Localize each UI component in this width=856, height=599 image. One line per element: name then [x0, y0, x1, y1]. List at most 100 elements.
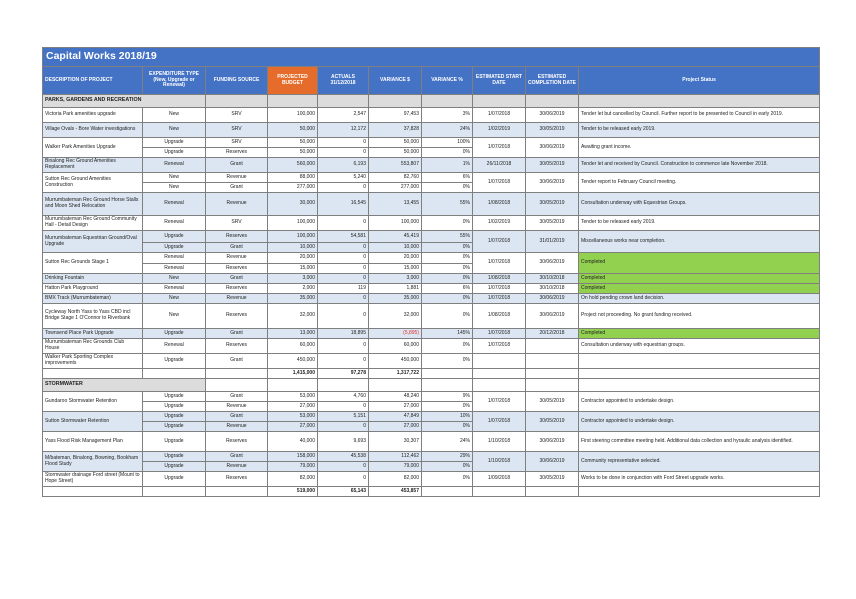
- cell-variance-dollar: 1,881: [368, 283, 422, 294]
- cell-funding-source: Reserves: [205, 283, 268, 294]
- cell-budget: 53,000: [267, 391, 318, 402]
- cell-expenditure-type: Renewal: [142, 252, 206, 264]
- cell-variance-dollar: 277,000: [368, 182, 422, 193]
- cell-expenditure-type: New: [142, 172, 206, 183]
- cell-status: Completed: [577, 252, 821, 274]
- cell-variance-pct: 0%: [421, 215, 473, 231]
- blank-cell: [421, 486, 473, 497]
- cell-variance-pct: 0%: [421, 242, 473, 253]
- cell-variance-dollar: 48,240: [368, 391, 422, 402]
- cell-completion-date: 30/10/2018: [525, 283, 579, 294]
- blank-cell: [142, 368, 206, 379]
- cell-variance-pct: 55%: [421, 192, 473, 216]
- cell-variance-dollar: 50,000: [368, 137, 422, 148]
- parks-row: BMX Track (Murrumbateman) New Revenue 35,00…: [42, 293, 821, 304]
- cell-expenditure-type: Upgrade: [142, 471, 206, 487]
- cell-completion-date: 30/06/2019: [525, 172, 579, 193]
- parks-row: Walker Park Sporting Complex improvement…: [42, 353, 821, 369]
- cell-variance-pct: 1%: [421, 157, 473, 173]
- cell-status: Contractor appointed to undertake design…: [577, 391, 821, 412]
- cell-expenditure-type: Upgrade: [142, 431, 206, 452]
- cell-variance-pct: 0%: [421, 471, 473, 487]
- cell-budget: 100,000: [267, 230, 318, 243]
- header-description: DESCRIPTION OF PROJECT: [42, 66, 143, 95]
- cell-expenditure-type: Renewal: [142, 192, 206, 216]
- cell-budget: 100,000: [267, 215, 318, 231]
- cell-expenditure-type: Upgrade: [142, 411, 206, 422]
- cell-actuals: 16,545: [317, 192, 369, 216]
- cell-budget: 560,000: [267, 157, 318, 173]
- blank-cell: [421, 368, 473, 379]
- cell-variance-dollar: 27,000: [368, 421, 422, 432]
- cell-budget: 79,000: [267, 461, 318, 472]
- cell-budget: 30,000: [267, 192, 318, 216]
- cell-status: Miscellaneous works near completion.: [577, 230, 821, 253]
- header-start-date: ESTIMATED START DATE: [472, 66, 526, 95]
- cell-completion-date: 30/06/2019: [525, 451, 579, 472]
- cell-actuals: 119: [317, 283, 369, 294]
- cell-budget: 3,000: [267, 273, 318, 284]
- cell-budget: 10,000: [267, 242, 318, 253]
- cell-variance-pct: 29%: [421, 451, 473, 462]
- cell-expenditure-type: New: [142, 273, 206, 284]
- cell-funding-source: Grant: [205, 157, 268, 173]
- cell-expenditure-type: New: [142, 122, 206, 138]
- cell-variance-pct: 3%: [421, 107, 473, 123]
- cell-expenditure-type: Upgrade: [142, 451, 206, 462]
- cell-expenditure-type: Renewal: [142, 215, 206, 231]
- cell-variance-pct: 0%: [421, 252, 473, 264]
- cell-variance-pct: 0%: [421, 401, 473, 412]
- cell-start-date: 1/08/2018: [472, 192, 526, 216]
- blank-cell: [368, 94, 422, 108]
- cell-actuals: 0: [317, 421, 369, 432]
- cell-description: M/bateman, Binalong, Bowning, Bookham Fl…: [42, 451, 143, 472]
- header-variance-dollar: VARIANCE $: [368, 66, 422, 95]
- cell-variance-dollar: 450,000: [368, 353, 422, 369]
- parks-row: Upgrade Grant 10,000 0 10,000 0%: [43, 242, 820, 253]
- blank-cell: [525, 486, 579, 497]
- cell-expenditure-type: Upgrade: [142, 230, 206, 243]
- cell-description: Binalong Rec Ground Amenities Replacemen…: [42, 157, 143, 173]
- cell-description: Murrumbateman Rec Ground Community Hall …: [42, 215, 143, 231]
- cell-variance-dollar: 10,000: [368, 242, 422, 253]
- cell-variance-dollar: 3,000: [368, 273, 422, 284]
- cell-budget: 450,000: [267, 353, 318, 369]
- cell-description: Drinking Fountain: [42, 273, 143, 284]
- blank-cell: [205, 94, 268, 108]
- blank-cell: [472, 378, 526, 392]
- parks-row: Drinking Fountain New Grant 3,000 0 3,000 0% 1/…: [42, 273, 821, 284]
- cell-completion-date: 30/05/2019: [525, 471, 579, 487]
- cell-description: Gundaroo Stormwater Retention: [42, 391, 143, 412]
- cell-status: Tender let and received by Council. Cons…: [577, 157, 821, 173]
- blank-cell: [42, 368, 143, 379]
- cell-variance-dollar: 50,000: [368, 147, 422, 158]
- cell-description: Murrumbateman Rec Ground Horse Stalls an…: [42, 192, 143, 216]
- cell-status: On hold pending crown land decision.: [577, 293, 821, 304]
- cell-expenditure-type: New: [142, 182, 206, 193]
- cell-variance-dollar: (5,895): [368, 328, 422, 339]
- cell-funding-source: Revenue: [205, 461, 268, 472]
- cell-start-date: 1/07/2018: [472, 293, 526, 304]
- cell-funding-source: Grant: [205, 273, 268, 284]
- cell-completion-date: 30/06/2019: [525, 303, 579, 329]
- cell-budget: 20,000: [267, 252, 318, 264]
- cell-funding-source: Reserves: [205, 303, 268, 329]
- cell-description: Walker Park Sporting Complex improvement…: [42, 353, 143, 369]
- blank-cell: [525, 368, 579, 379]
- cell-expenditure-type: New: [142, 303, 206, 329]
- cell-start-date: 1/10/2018: [472, 451, 526, 472]
- cell-actuals: 0: [317, 137, 369, 148]
- cell-variance-pct: 0%: [421, 353, 473, 369]
- parks-row: Murrumbateman Rec Ground Horse Stalls an…: [42, 192, 821, 216]
- cell-description: Victoria Park amenities upgrade: [42, 107, 143, 123]
- cell-expenditure-type: Renewal: [142, 157, 206, 173]
- parks-row: Hatton Park Playground Renewal Reserves 2,0…: [42, 283, 821, 294]
- cell-actuals: 0: [317, 353, 369, 369]
- header-completion-date: ESTIMATED COMPLETION DATE: [525, 66, 579, 95]
- cell-variance-pct: 0%: [421, 293, 473, 304]
- cell-funding-source: Reserves: [205, 338, 268, 354]
- cell-variance-dollar: 20,000: [368, 252, 422, 264]
- cell-start-date: 1/09/2018: [472, 471, 526, 487]
- cell-start-date: 1/07/2018: [472, 107, 526, 123]
- cell-actuals: 0: [317, 182, 369, 193]
